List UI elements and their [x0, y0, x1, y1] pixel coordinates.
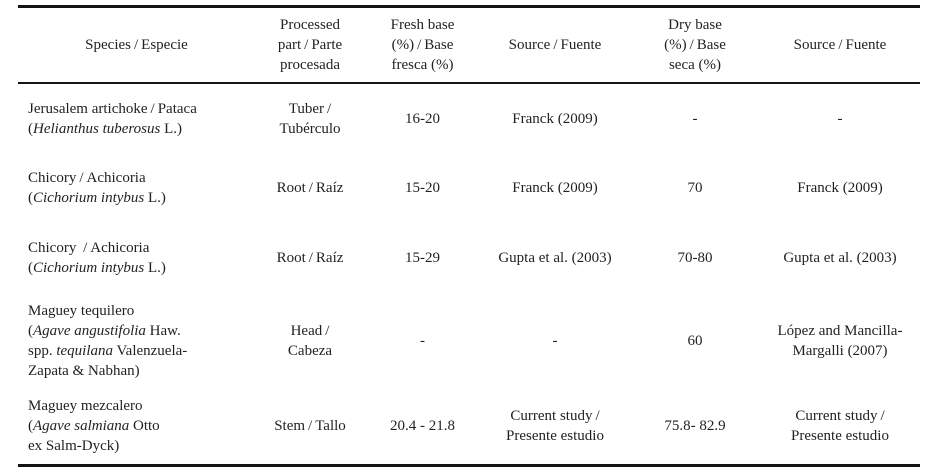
species-text-segment: (	[28, 260, 33, 276]
fresh-base-cell: 16-20	[405, 110, 440, 127]
dry-source-cell: -	[837, 110, 843, 127]
fresh-source-cell: Current study / Presente estudio	[506, 407, 604, 444]
header-cell-source-dry: Source / Fuente	[760, 6, 920, 84]
fresh-base-cell: 15-29	[405, 250, 440, 266]
species-text-segment: Zapata & Nabhan)	[28, 362, 140, 379]
dry-base-cell: 60	[687, 332, 703, 349]
latin-name-segment: Agave angustifolia	[33, 322, 146, 339]
fresh-base-cell: 15-20	[405, 180, 440, 196]
latin-name-segment: Cichorium intybus	[33, 190, 145, 206]
species-line: (Agave angustifolia Haw.	[28, 321, 249, 341]
species-line: Chicory / Achicoria	[28, 238, 249, 258]
species-text-segment: (	[28, 417, 33, 434]
species-cell: Chicory / Achicoria (Cichorium intybus L.…	[18, 223, 255, 293]
table-row: Maguey mezcalero (Agave salmiana Otto ex S…	[18, 388, 920, 465]
species-line: spp. tequilana Valenzuela-	[28, 341, 249, 361]
processed-part-cell: Root / Raíz	[276, 180, 344, 196]
species-text-segment: Valenzuela-	[113, 342, 188, 359]
header-cell-fresh-base: Fresh base (%) / Base fresca (%)	[365, 6, 480, 84]
species-text-segment: L.)	[144, 260, 166, 276]
species-text-segment: L.)	[160, 120, 183, 137]
latin-name-segment: Agave salmiana	[33, 417, 130, 434]
dry-base-cell: 70	[687, 180, 703, 196]
latin-name-segment: Cichorium intybus	[33, 260, 145, 276]
species-text-segment: (	[28, 190, 33, 206]
processed-part-cell: Stem / Tallo	[274, 417, 346, 434]
species-line: Maguey tequilero	[28, 301, 249, 321]
species-line: (Cichorium intybus L.)	[28, 188, 249, 208]
table-row: Chicory / Achicoria (Cichorium intybus L.…	[18, 223, 920, 293]
header-cell-dry-base: Dry base (%) / Base seca (%)	[630, 6, 760, 84]
dry-source-cell: Current study / Presente estudio	[791, 407, 889, 444]
species-text-segment: (	[28, 322, 33, 339]
species-text-segment: Otto	[129, 417, 160, 434]
table-header: Species / Especie Processed part / Parte…	[18, 6, 920, 84]
species-text-segment: ex Salm-Dyck)	[28, 437, 120, 454]
header-row: Species / Especie Processed part / Parte…	[18, 6, 920, 84]
species-text-segment: Chicory / Achicoria	[28, 170, 146, 186]
species-cell: Maguey tequilero (Agave angustifolia Haw.…	[18, 293, 255, 388]
species-text-segment: Haw.	[145, 322, 181, 339]
fresh-source-cell: Gupta et al. (2003)	[498, 250, 612, 266]
latin-name-segment: Helianthus tuberosus	[33, 120, 161, 137]
table-row: Jerusalem artichoke / Pataca (Helianthus …	[18, 83, 920, 153]
species-line: Jerusalem artichoke / Pataca	[28, 99, 249, 119]
species-line: Chicory / Achicoria	[28, 168, 249, 188]
header-cell-source-fresh: Source / Fuente	[480, 6, 630, 84]
processed-part-cell: Tuber / Tubérculo	[279, 100, 341, 137]
species-text-segment: Chicory / Achicoria	[28, 240, 150, 256]
fresh-source-cell: Franck (2009)	[512, 110, 598, 127]
processed-part-cell: Head / Cabeza	[287, 322, 333, 359]
species-text-segment: Maguey tequilero	[28, 302, 135, 319]
table-row: Chicory / Achicoria (Cichorium intybus L.…	[18, 153, 920, 223]
species-cell: Maguey mezcalero (Agave salmiana Otto ex S…	[18, 388, 255, 465]
dry-base-cell: 75.8- 82.9	[664, 417, 726, 434]
fresh-source-cell: Franck (2009)	[512, 180, 598, 196]
dry-source-cell: Franck (2009)	[797, 180, 883, 196]
species-line: Maguey mezcalero	[28, 396, 249, 416]
species-line: (Helianthus tuberosus L.)	[28, 119, 249, 139]
processed-part-cell: Root / Raíz	[276, 250, 344, 266]
species-text-segment: L.)	[144, 190, 166, 206]
species-text-segment: spp.	[28, 342, 57, 359]
species-line: (Cichorium intybus L.)	[28, 258, 249, 278]
species-text-segment: Jerusalem artichoke / Pataca	[28, 100, 197, 117]
species-line: ex Salm-Dyck)	[28, 436, 249, 456]
species-line: (Agave salmiana Otto	[28, 416, 249, 436]
header-cell-species: Species / Especie	[18, 6, 255, 84]
dry-source-cell: Gupta et al. (2003)	[783, 250, 897, 266]
species-cell: Chicory / Achicoria (Cichorium intybus L.…	[18, 153, 255, 223]
fresh-base-cell: -	[420, 332, 425, 349]
table-body: Jerusalem artichoke / Pataca (Helianthus …	[18, 83, 920, 465]
species-cell: Jerusalem artichoke / Pataca (Helianthus …	[18, 83, 255, 153]
latin-name-segment: tequilana	[56, 342, 114, 359]
species-composition-table-wrap: Species / Especie Processed part / Parte…	[18, 5, 920, 467]
species-line: Zapata & Nabhan)	[28, 361, 249, 381]
dry-source-cell: López and Mancilla- Margalli (2007)	[777, 322, 903, 359]
dry-base-cell: -	[692, 110, 698, 127]
fresh-base-cell: 20.4 - 21.8	[390, 417, 455, 434]
table-row: Maguey tequilero (Agave angustifolia Haw.…	[18, 293, 920, 388]
species-text-segment: (	[28, 120, 33, 137]
species-text-segment: Maguey mezcalero	[28, 397, 143, 414]
dry-base-cell: 70-80	[677, 250, 713, 266]
header-cell-part: Processed part / Parte procesada	[255, 6, 365, 84]
species-composition-table: Species / Especie Processed part / Parte…	[18, 5, 920, 467]
fresh-source-cell: -	[552, 332, 558, 349]
